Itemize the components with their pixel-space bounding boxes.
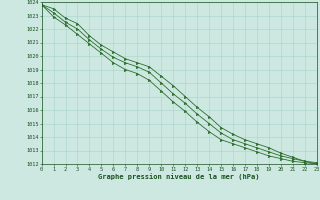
X-axis label: Graphe pression niveau de la mer (hPa): Graphe pression niveau de la mer (hPa)	[99, 173, 260, 180]
